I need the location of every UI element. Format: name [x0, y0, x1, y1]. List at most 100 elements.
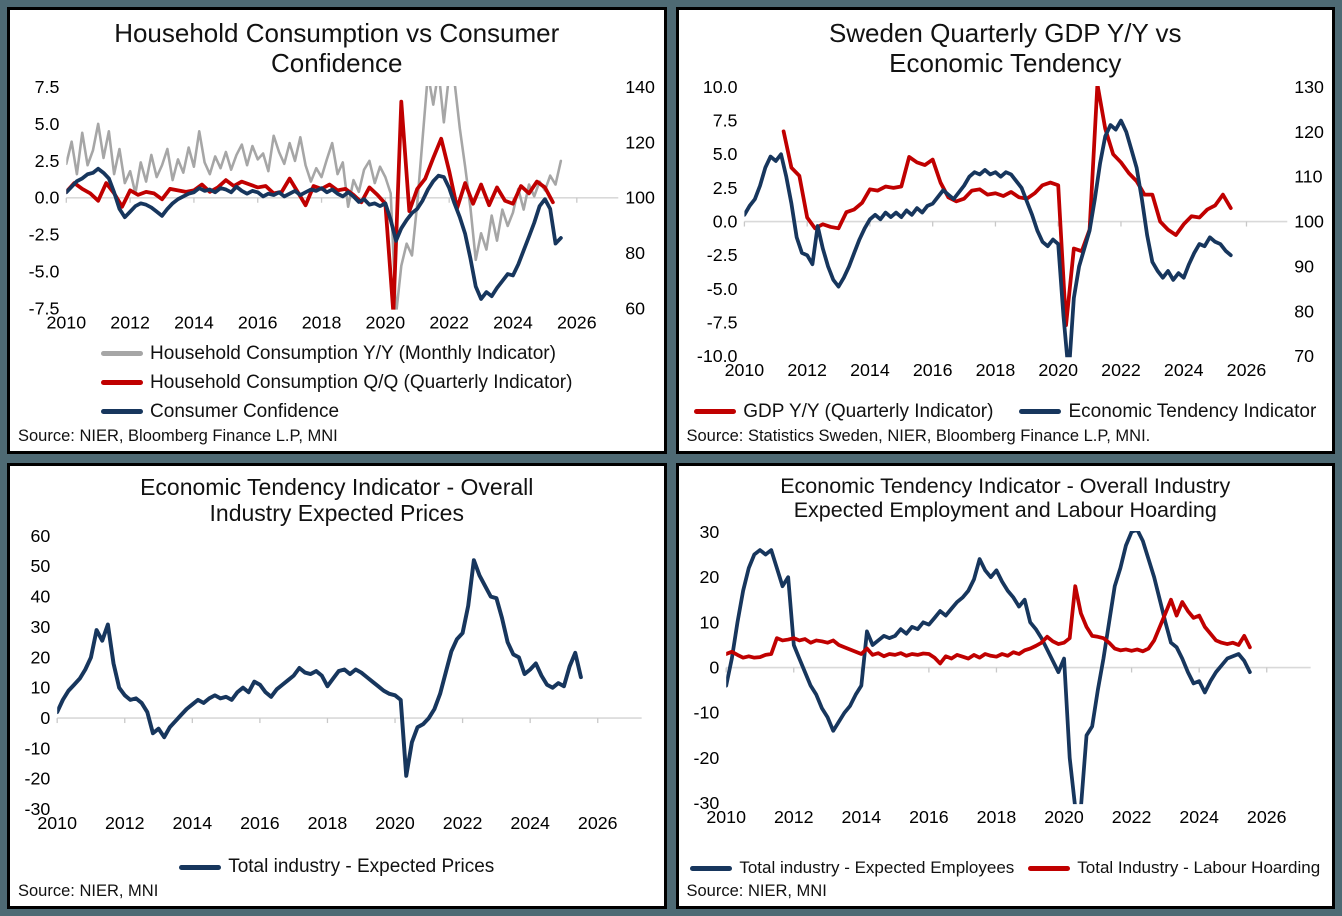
source-note: Source: Statistics Sweden, NIER, Bloombe… [686, 426, 1151, 445]
panel-gdp-vs-tendency: Sweden Quarterly GDP Y/Y vs Economic Ten… [675, 7, 1335, 454]
svg-text:2024: 2024 [510, 813, 550, 833]
legend-label: Economic Tendency Indicator [1068, 400, 1317, 422]
svg-text:90: 90 [1294, 257, 1314, 277]
legend-item: Household Consumption Y/Y (Monthly Indic… [101, 343, 556, 365]
chart-title: Household Consumption vs Consumer Confid… [16, 18, 658, 78]
svg-text:2010: 2010 [724, 360, 764, 380]
svg-text:2022: 2022 [443, 813, 483, 833]
svg-text:2020: 2020 [1038, 360, 1078, 380]
legend-swatch-red [694, 409, 737, 414]
legend-swatch-navy [690, 865, 733, 871]
chart-legend: Total industry - Expected Prices [16, 856, 658, 878]
panel-employment-labour-hoarding: Economic Tendency Indicator - Overall In… [675, 462, 1335, 909]
chart-title-line2: Expected Employment and Labour Hoarding [793, 498, 1217, 523]
legend-label: Total Industry - Labour Hoarding [1077, 858, 1321, 877]
svg-text:2026: 2026 [1246, 807, 1286, 827]
svg-text:-10: -10 [25, 738, 51, 758]
chart-title-line2: Economic Tendency [889, 48, 1122, 79]
svg-text:2022: 2022 [1111, 807, 1151, 827]
chart-title-line1: Sweden Quarterly GDP Y/Y vs [828, 18, 1182, 48]
chart-title: Economic Tendency Indicator - Overall In… [685, 474, 1327, 524]
svg-text:-20: -20 [693, 748, 719, 768]
legend-swatch-navy [179, 864, 222, 870]
svg-text:2020: 2020 [366, 313, 406, 333]
svg-text:2014: 2014 [850, 360, 890, 380]
svg-text:30: 30 [30, 617, 50, 637]
svg-text:50: 50 [30, 556, 50, 576]
chart-title-line2: Confidence [270, 48, 403, 79]
svg-text:0.0: 0.0 [35, 188, 60, 208]
chart-title: Sweden Quarterly GDP Y/Y vs Economic Ten… [685, 18, 1327, 78]
svg-text:2016: 2016 [909, 807, 949, 827]
svg-text:2012: 2012 [110, 313, 150, 333]
source-note: Source: NIER, MNI [18, 882, 159, 900]
svg-text:2018: 2018 [975, 360, 1015, 380]
svg-text:20: 20 [30, 647, 50, 667]
svg-text:2010: 2010 [706, 807, 746, 827]
svg-text:2024: 2024 [1163, 360, 1203, 380]
legend-label: GDP Y/Y (Quarterly Indicator) [743, 400, 994, 422]
legend-item: Economic Tendency Indicator [1019, 401, 1316, 423]
svg-text:30: 30 [699, 526, 719, 542]
legend-swatch-navy [1019, 409, 1062, 414]
legend-label: Total industry - Expected Prices [228, 856, 495, 877]
svg-text:2012: 2012 [105, 813, 145, 833]
svg-text:2020: 2020 [375, 813, 415, 833]
svg-text:140: 140 [625, 81, 655, 97]
svg-text:2022: 2022 [1101, 360, 1141, 380]
legend-item: GDP Y/Y (Quarterly Indicator) [694, 401, 993, 423]
chart-title-line2: Industry Expected Prices [209, 500, 464, 527]
svg-text:60: 60 [30, 530, 50, 546]
svg-text:120: 120 [625, 133, 655, 153]
svg-text:2020: 2020 [1044, 807, 1084, 827]
legend-item: Total Industry - Labour Hoarding [1028, 858, 1320, 878]
chart-title: Economic Tendency Indicator - Overall In… [16, 474, 658, 527]
svg-text:100: 100 [1294, 212, 1324, 232]
svg-text:-10.0: -10.0 [696, 346, 737, 366]
legend-swatch-red [101, 380, 144, 385]
svg-text:2018: 2018 [308, 813, 348, 833]
svg-text:0: 0 [40, 708, 50, 728]
legend-label: Consumer Confidence [150, 400, 340, 422]
svg-text:0: 0 [709, 658, 719, 678]
svg-text:2014: 2014 [174, 313, 214, 333]
svg-text:2010: 2010 [47, 313, 87, 333]
line-chart-canvas: 2010 2012 2014 2016 2018 2020 2022 2024 2026 7.5 5… [29, 81, 655, 333]
chart-title-line1: Economic Tendency Indicator - Overall In… [780, 473, 1231, 498]
svg-text:7.5: 7.5 [35, 81, 60, 97]
legend-item: Total industry - Expected Prices [179, 856, 494, 878]
svg-text:2026: 2026 [557, 313, 597, 333]
svg-text:-30: -30 [693, 793, 719, 813]
chart-legend: Household Consumption Y/Y (Monthly Indic… [101, 343, 572, 423]
svg-text:130: 130 [1294, 81, 1324, 97]
legend-swatch-red [1028, 865, 1071, 871]
svg-text:2018: 2018 [976, 807, 1016, 827]
svg-text:2018: 2018 [302, 313, 342, 333]
svg-text:2.5: 2.5 [712, 178, 737, 198]
svg-text:2014: 2014 [173, 813, 213, 833]
svg-text:-10: -10 [693, 703, 719, 723]
legend-label: Household Consumption Y/Y (Monthly Indic… [150, 342, 556, 364]
legend-swatch-gray [101, 351, 144, 356]
svg-text:110: 110 [1294, 167, 1322, 187]
svg-text:-5.0: -5.0 [29, 262, 60, 282]
svg-text:120: 120 [1294, 122, 1324, 142]
svg-text:-7.5: -7.5 [29, 299, 60, 319]
svg-text:2016: 2016 [912, 360, 952, 380]
svg-text:10: 10 [30, 678, 50, 698]
chart-legend: GDP Y/Y (Quarterly Indicator) Economic T… [685, 401, 1327, 423]
svg-text:-5.0: -5.0 [706, 279, 737, 299]
svg-text:2012: 2012 [773, 807, 813, 827]
line-chart-canvas: 2010 2012 2014 2016 2018 2020 2022 2024 2026 10.0… [696, 81, 1324, 380]
line-chart-canvas: 2010 2012 2014 2016 2018 2020 2022 2024 20266050… [25, 530, 642, 833]
svg-text:2024: 2024 [1179, 807, 1219, 827]
source-note: Source: NIER, Bloomberg Finance L.P, MNI [18, 426, 338, 445]
svg-text:2016: 2016 [238, 313, 278, 333]
svg-text:60: 60 [625, 299, 645, 319]
svg-text:2012: 2012 [787, 360, 827, 380]
svg-text:-2.5: -2.5 [706, 245, 737, 265]
legend-swatch-navy [101, 409, 144, 414]
svg-text:7.5: 7.5 [712, 111, 737, 131]
svg-text:80: 80 [625, 243, 645, 263]
legend-label: Household Consumption Q/Q (Quarterly Ind… [150, 371, 573, 393]
